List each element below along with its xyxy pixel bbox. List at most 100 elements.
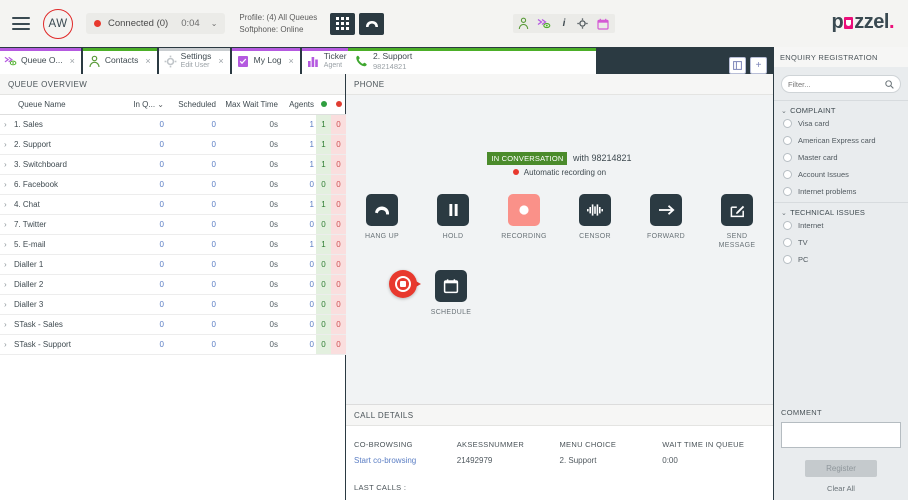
- in-queue-cell[interactable]: 0: [128, 254, 166, 275]
- enquiry-option[interactable]: TV: [781, 234, 901, 251]
- start-co-browsing-link[interactable]: Start co-browsing: [354, 456, 417, 465]
- in-queue-cell[interactable]: 0: [128, 274, 166, 295]
- enquiry-filter-box[interactable]: [781, 75, 901, 93]
- queue-name-cell[interactable]: › 7. Twitter: [0, 214, 128, 235]
- col-agents[interactable]: Agents: [280, 95, 316, 115]
- scheduled-cell[interactable]: 0: [166, 254, 218, 275]
- sidebar-item-contacts[interactable]: Contacts ×: [82, 48, 157, 74]
- agents-cell[interactable]: 0: [280, 214, 316, 235]
- hold-button[interactable]: HOLD: [426, 194, 480, 250]
- hangup-button[interactable]: HANG UP: [355, 194, 409, 250]
- chevron-right-icon[interactable]: ›: [4, 120, 7, 129]
- col-queue-name[interactable]: Queue Name: [0, 95, 128, 115]
- enquiry-option[interactable]: American Express card: [781, 132, 901, 149]
- scheduled-cell[interactable]: 0: [166, 234, 218, 255]
- enquiry-group-header[interactable]: ⌄ COMPLAINT: [781, 106, 901, 115]
- agents-cell[interactable]: 1: [280, 154, 316, 175]
- sidebar-item-my-log[interactable]: My Log ×: [231, 48, 300, 74]
- radio-button[interactable]: [783, 119, 792, 128]
- enquiry-option[interactable]: Internet: [781, 217, 901, 234]
- radio-button[interactable]: [783, 153, 792, 162]
- scheduled-cell[interactable]: 0: [166, 154, 218, 175]
- in-queue-cell[interactable]: 0: [128, 214, 166, 235]
- chevron-right-icon[interactable]: ›: [4, 220, 7, 229]
- queue-name-cell[interactable]: › 5. E-mail: [0, 234, 128, 255]
- agents-cell[interactable]: 1: [280, 194, 316, 215]
- queue-name-cell[interactable]: › STask - Sales: [0, 314, 128, 335]
- in-queue-cell[interactable]: 0: [128, 114, 166, 135]
- search-icon[interactable]: [885, 79, 894, 89]
- chevron-right-icon[interactable]: ›: [4, 180, 7, 189]
- radio-button[interactable]: [783, 187, 792, 196]
- avatar[interactable]: AW: [43, 8, 73, 39]
- scheduled-cell[interactable]: 0: [166, 334, 218, 355]
- scheduled-cell[interactable]: 0: [166, 194, 218, 215]
- scheduled-cell[interactable]: 0: [166, 314, 218, 335]
- phone-handset-icon[interactable]: [359, 12, 385, 35]
- chevron-right-icon[interactable]: ›: [4, 340, 7, 349]
- in-queue-cell[interactable]: 0: [128, 154, 166, 175]
- agents-cell[interactable]: 0: [280, 254, 316, 275]
- agents-cell[interactable]: 1: [280, 114, 316, 135]
- queue-name-cell[interactable]: › Dialler 2: [0, 274, 128, 295]
- queue-name-cell[interactable]: › 2. Support: [0, 134, 128, 155]
- search-input[interactable]: [788, 79, 885, 89]
- connection-status-dropdown[interactable]: Connected (0) 0:04 ⌄: [86, 13, 226, 34]
- chevron-right-icon[interactable]: ›: [4, 260, 7, 269]
- queue-name-cell[interactable]: › Dialler 1: [0, 254, 128, 275]
- enquiry-option[interactable]: Account Issues: [781, 166, 901, 183]
- table-row[interactable]: › 3. Switchboard 0 0 0s 1 1 0: [0, 154, 346, 175]
- table-row[interactable]: › 6. Facebook 0 0 0s 0 0 0: [0, 174, 346, 195]
- col-agents-available[interactable]: [316, 95, 331, 115]
- scheduled-cell[interactable]: 0: [166, 274, 218, 295]
- recording-button[interactable]: RECORDING: [497, 194, 551, 250]
- enquiry-option[interactable]: Master card: [781, 149, 901, 166]
- radio-button[interactable]: [783, 136, 792, 145]
- enquiry-option[interactable]: Internet problems: [781, 183, 901, 200]
- in-queue-cell[interactable]: 0: [128, 174, 166, 195]
- in-queue-cell[interactable]: 0: [128, 194, 166, 215]
- col-agents-unavailable[interactable]: [331, 95, 346, 115]
- col-in-queue[interactable]: In Q... ⌄: [128, 95, 166, 115]
- radio-button[interactable]: [783, 255, 792, 264]
- agents-cell[interactable]: 0: [280, 174, 316, 195]
- radio-button[interactable]: [783, 170, 792, 179]
- close-icon[interactable]: ×: [288, 56, 294, 66]
- chevron-right-icon[interactable]: ›: [4, 200, 7, 209]
- scheduled-cell[interactable]: 0: [166, 134, 218, 155]
- censor-button[interactable]: CENSOR: [568, 194, 622, 250]
- calendar-icon[interactable]: [597, 18, 611, 30]
- table-row[interactable]: › STask - Sales 0 0 0s 0 0 0: [0, 314, 346, 335]
- chevron-right-icon[interactable]: ›: [4, 300, 7, 309]
- queue-name-cell[interactable]: › 3. Switchboard: [0, 154, 128, 175]
- agents-cell[interactable]: 1: [280, 134, 316, 155]
- chevron-right-icon[interactable]: ›: [4, 320, 7, 329]
- plus-icon[interactable]: +: [750, 57, 767, 74]
- queue-name-cell[interactable]: › 6. Facebook: [0, 174, 128, 195]
- send-message-button[interactable]: SEND MESSAGE: [710, 194, 764, 250]
- table-row[interactable]: › Dialler 1 0 0 0s 0 0 0: [0, 254, 346, 275]
- agents-cell[interactable]: 0: [280, 314, 316, 335]
- settings-gear-icon[interactable]: [577, 18, 591, 29]
- enquiry-option[interactable]: PC: [781, 251, 901, 268]
- agents-cell[interactable]: 1: [280, 234, 316, 255]
- schedule-button[interactable]: SCHEDULE: [389, 270, 478, 317]
- chevron-right-icon[interactable]: ›: [4, 140, 7, 149]
- agents-cell[interactable]: 0: [280, 334, 316, 355]
- col-scheduled[interactable]: Scheduled: [166, 95, 218, 115]
- in-queue-cell[interactable]: 0: [128, 134, 166, 155]
- table-row[interactable]: › 5. E-mail 0 0 0s 1 1 0: [0, 234, 346, 255]
- agents-cell[interactable]: 0: [280, 294, 316, 315]
- queue-name-cell[interactable]: › 1. Sales: [0, 114, 128, 135]
- keypad-icon[interactable]: [330, 12, 356, 35]
- forward-button[interactable]: FORWARD: [639, 194, 693, 250]
- table-row[interactable]: › Dialler 2 0 0 0s 0 0 0: [0, 274, 346, 295]
- clear-all-button[interactable]: Clear All: [827, 484, 855, 493]
- hamburger-icon[interactable]: [12, 17, 30, 30]
- scheduled-cell[interactable]: 0: [166, 214, 218, 235]
- queue-icon[interactable]: [537, 17, 551, 30]
- table-row[interactable]: › Dialler 3 0 0 0s 0 0 0: [0, 294, 346, 315]
- comment-input[interactable]: [781, 422, 901, 448]
- radio-button[interactable]: [783, 238, 792, 247]
- chevron-right-icon[interactable]: ›: [4, 240, 7, 249]
